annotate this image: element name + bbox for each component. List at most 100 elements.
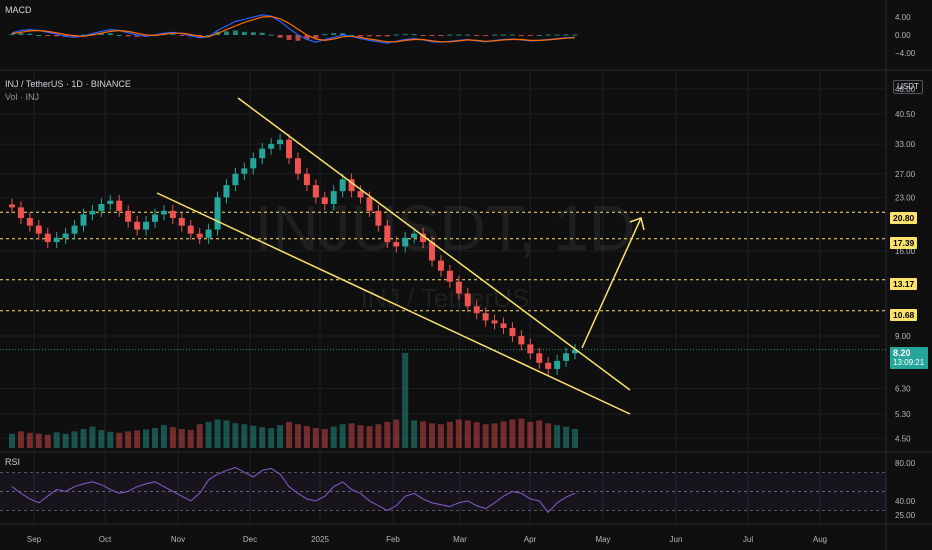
drawings[interactable] xyxy=(156,97,645,415)
volume-bar xyxy=(402,353,409,448)
volume-bar xyxy=(348,423,355,448)
currency-button[interactable]: USDT xyxy=(893,80,923,94)
volume-bar xyxy=(196,424,203,448)
x-tick-label: Aug xyxy=(813,535,827,544)
macd-histogram-bar xyxy=(384,35,390,37)
watermark-symbol: INJUSDT, 1D xyxy=(255,192,636,264)
level-label-20-80: 20.80 xyxy=(890,212,918,224)
macd-histogram-bar xyxy=(179,35,185,36)
macd-histogram-bar xyxy=(554,34,560,36)
candle-body xyxy=(339,179,346,192)
volume-bar xyxy=(9,433,15,448)
lower-trendline[interactable] xyxy=(156,192,631,415)
macd-histogram-bar xyxy=(375,35,381,37)
macd-histogram-bar xyxy=(483,35,489,36)
candle-body xyxy=(464,293,471,307)
macd-histogram-bar xyxy=(545,34,551,36)
candle-body xyxy=(223,185,230,198)
volume-bar xyxy=(71,431,78,448)
candle-body xyxy=(151,214,158,222)
candle-body xyxy=(26,218,33,226)
volume-bar xyxy=(26,432,33,448)
upper-trendline[interactable] xyxy=(237,97,631,391)
macd-histogram-bar xyxy=(492,34,498,36)
candle-body xyxy=(187,225,194,234)
y-tick-label: 23.00 xyxy=(895,193,916,202)
y-tick-label: 6.30 xyxy=(895,385,911,394)
x-tick-label: Nov xyxy=(171,535,185,544)
candle-body xyxy=(268,144,275,149)
volume-bar xyxy=(151,428,158,448)
volume-bar xyxy=(53,432,60,448)
candle-body xyxy=(518,335,525,345)
candle-body xyxy=(482,313,489,321)
volume-bar xyxy=(563,426,570,448)
macd-histogram-bar xyxy=(527,35,533,36)
volume-bar xyxy=(44,434,51,448)
macd-histogram-bar xyxy=(143,35,149,37)
macd-histogram-bar xyxy=(250,32,256,35)
breakout-arrow-line[interactable] xyxy=(581,217,642,349)
volume-bar xyxy=(178,429,185,448)
y-tick-label: 33.00 xyxy=(895,140,916,149)
macd-pane xyxy=(9,14,578,44)
horizontal-levels xyxy=(0,211,886,351)
macd-histogram-bar xyxy=(36,35,42,36)
candle-body xyxy=(80,214,87,226)
volume-bar xyxy=(518,418,525,448)
volume-bar xyxy=(482,424,489,448)
x-tick-label: Mar xyxy=(453,535,467,544)
candle-body xyxy=(411,233,418,238)
volume-bars xyxy=(9,353,578,448)
x-tick-label: Apr xyxy=(524,535,537,544)
candle-body xyxy=(178,218,185,226)
volume-bar xyxy=(312,428,319,448)
rsi-y-tick-label: 80.00 xyxy=(895,459,916,468)
volume-bar xyxy=(250,425,257,448)
candle-body xyxy=(509,327,516,336)
macd-histogram-bar xyxy=(501,34,507,36)
candle-body xyxy=(375,210,382,226)
macd-histogram-bar xyxy=(197,35,203,37)
symbol-title[interactable]: INJ / TetherUS · 1D · BINANCE xyxy=(5,79,131,89)
macd-histogram-bar xyxy=(107,33,113,35)
candle-body xyxy=(321,197,328,204)
macd-histogram-bar xyxy=(286,35,292,40)
volume-bar xyxy=(420,421,427,448)
macd-histogram-bar xyxy=(295,35,301,41)
candle-body xyxy=(250,158,257,169)
breakout-arrow-head[interactable] xyxy=(629,217,645,231)
candle-body xyxy=(196,233,203,238)
candle-body xyxy=(446,270,453,282)
macd-histogram-bar xyxy=(420,35,426,36)
macd-histogram-bar xyxy=(54,35,60,37)
macd-histogram-bar xyxy=(340,33,346,35)
volume-bar xyxy=(286,421,293,448)
candles xyxy=(9,133,578,375)
macd-histogram-bar xyxy=(98,33,104,35)
macd-histogram-bar xyxy=(259,32,265,35)
candle-body xyxy=(214,197,221,230)
macd-histogram-bar xyxy=(411,34,417,36)
macd-histogram-bar xyxy=(331,33,337,35)
macd-histogram-bar xyxy=(465,34,471,36)
macd-line xyxy=(11,14,576,44)
macd-histogram-bar xyxy=(304,35,310,40)
x-tick-label: Dec xyxy=(243,535,257,544)
candle-body xyxy=(294,158,301,174)
macd-histogram-bar xyxy=(241,31,247,35)
candle-body xyxy=(232,173,239,186)
volume-bar xyxy=(429,423,436,448)
candle-body xyxy=(286,139,293,159)
volume-bar xyxy=(169,427,176,448)
candle-body xyxy=(455,281,462,294)
volume-bar xyxy=(384,421,391,448)
volume-bar xyxy=(339,424,346,448)
candle-body xyxy=(89,210,96,215)
volume-bar xyxy=(116,432,123,448)
macd-histogram-bar xyxy=(89,33,95,35)
macd-histogram-bar xyxy=(18,33,24,35)
volume-bar xyxy=(446,421,453,448)
